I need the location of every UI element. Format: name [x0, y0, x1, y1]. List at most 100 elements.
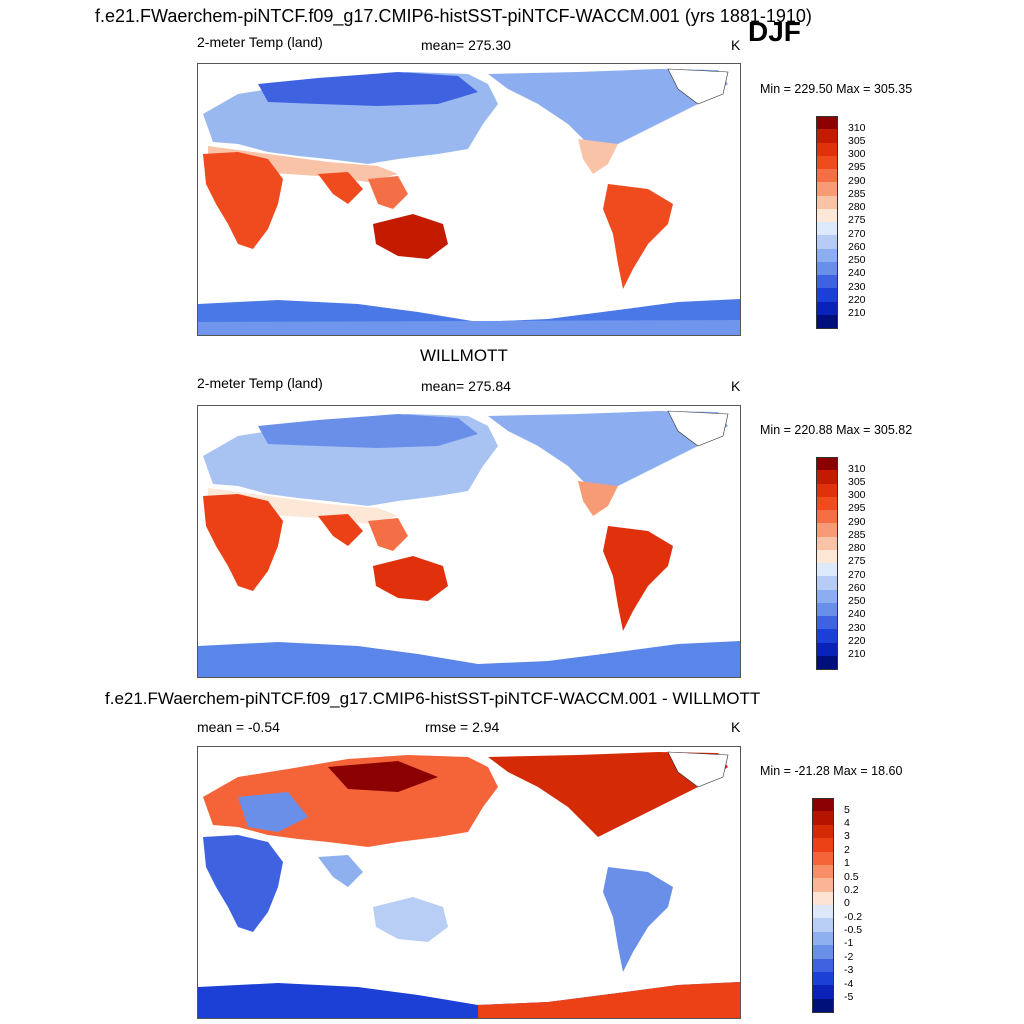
- siberia-warm: [328, 761, 438, 792]
- colorbar-tick-label: 1: [844, 857, 850, 870]
- colorbar-tick-label: 290: [848, 174, 866, 187]
- colorbar-cell: [816, 642, 838, 657]
- panel1-mean: mean= 275.30: [421, 37, 511, 53]
- colorbar-tick-label: -1: [844, 937, 854, 950]
- colorbar-tick-label: 230: [848, 621, 866, 634]
- south-america: [603, 184, 673, 289]
- colorbar-tick-label: 305: [848, 475, 866, 488]
- colorbar-tick-label: 305: [848, 134, 866, 147]
- colorbar-tick-label: -5: [844, 990, 854, 1003]
- australia: [373, 897, 448, 942]
- colorbar-cell: [816, 169, 838, 183]
- colorbar-tick-label: 240: [848, 608, 866, 621]
- eurasia-mid: [208, 488, 398, 524]
- colorbar-cell: [816, 182, 838, 196]
- panel1-colorbar: 310 305 300 295 290 285 280 275 270 260 250 240 230 2…: [816, 116, 896, 329]
- colorbar-tick-label: 220: [848, 293, 866, 306]
- colorbar-tick-label: 310: [848, 462, 866, 475]
- colorbar-cell: [816, 576, 838, 590]
- colorbar-cell: [816, 129, 838, 143]
- eurasia-mid: [208, 146, 398, 182]
- north-america-cold: [488, 69, 728, 154]
- colorbar-tick-label: 275: [848, 214, 866, 227]
- se-asia: [368, 518, 408, 551]
- colorbar-cell: [812, 864, 834, 879]
- colorbar-cell: [816, 155, 838, 170]
- colorbar-cell: [812, 958, 834, 973]
- colorbar-tick-label: 260: [848, 240, 866, 253]
- colorbar-tick-label: 285: [848, 187, 866, 200]
- colorbar-cell: [812, 798, 834, 812]
- south-america: [603, 867, 673, 972]
- panel2-variable: 2-meter Temp (land): [197, 375, 323, 391]
- colorbar-cell: [812, 931, 834, 946]
- colorbar-tick-label: 280: [848, 542, 866, 555]
- figure-title: f.e21.FWaerchem-piNTCF.f09_g17.CMIP6-his…: [95, 6, 812, 26]
- colorbar-cell: [816, 523, 838, 537]
- panel1-minmax: Min = 229.50 Max = 305.35: [760, 82, 913, 96]
- colorbar-tick-label: 210: [848, 307, 866, 320]
- antarctica-region: [198, 641, 740, 677]
- colorbar-tick-label: 220: [848, 634, 866, 647]
- colorbar-cell: [816, 116, 838, 130]
- colorbar-tick-label: 270: [848, 568, 866, 581]
- colorbar-tick-label: 300: [848, 148, 866, 161]
- colorbar-tick-label: 280: [848, 201, 866, 214]
- panel1-map-svg: [198, 68, 740, 335]
- colorbar-tick-label: 3: [844, 830, 850, 843]
- colorbar-tick-label: 275: [848, 555, 866, 568]
- colorbar-cell: [812, 985, 834, 1000]
- north-america: [488, 752, 728, 837]
- colorbar-cell: [816, 208, 838, 223]
- colorbar-tick-label: -0.5: [844, 924, 863, 937]
- africa: [203, 152, 283, 249]
- panel2-colorbar: 310 305 300 295 290 285 280 275 270 260 250 240 230 2…: [816, 457, 896, 670]
- panel3-title: f.e21.FWaerchem-piNTCF.f09_g17.CMIP6-his…: [105, 689, 761, 708]
- north-america-cold: [488, 411, 728, 496]
- antarctica-edge: [198, 320, 740, 335]
- colorbar-cell: [816, 261, 838, 276]
- colorbar-cell: [816, 457, 838, 471]
- colorbar-cell: [816, 142, 838, 157]
- colorbar-tick-label: 250: [848, 254, 866, 267]
- colorbar-cell: [816, 248, 838, 263]
- colorbar-tick-label: 260: [848, 581, 866, 594]
- panel3-minmax: Min = -21.28 Max = 18.60: [760, 764, 903, 778]
- colorbar-tick-label: 270: [848, 227, 866, 240]
- greenland: [667, 410, 729, 447]
- colorbar-cell: [812, 905, 834, 919]
- colorbar-tick-label: -2: [844, 950, 854, 963]
- colorbar-cell: [816, 536, 838, 551]
- panel1-map: [197, 63, 741, 336]
- australia: [373, 556, 448, 601]
- season-label: DJF: [748, 16, 801, 47]
- colorbar-tick-label: 250: [848, 595, 866, 608]
- colorbar-cell: [812, 945, 834, 959]
- colorbar-tick-label: 285: [848, 528, 866, 541]
- colorbar-cell: [812, 891, 834, 906]
- colorbar-cell: [816, 496, 838, 511]
- colorbar-cell: [816, 470, 838, 484]
- colorbar-tick-label: 310: [848, 121, 866, 134]
- siberia: [258, 414, 478, 448]
- colorbar-cell: [816, 483, 838, 498]
- colorbar-cell: [812, 851, 834, 866]
- australia: [373, 214, 448, 259]
- colorbar-tick-label: 0: [844, 897, 850, 910]
- panel1-variable: 2-meter Temp (land): [197, 34, 323, 50]
- colorbar-tick-label: 300: [848, 489, 866, 502]
- colorbar-cell: [816, 314, 838, 329]
- colorbar-cell: [812, 838, 834, 852]
- india: [318, 172, 363, 204]
- colorbar-cell: [816, 301, 838, 316]
- greenland: [667, 68, 729, 105]
- colorbar-tick-label: 295: [848, 161, 866, 174]
- panel1-units: K: [731, 37, 741, 53]
- se-asia: [368, 176, 408, 209]
- panel3-rmse: rmse = 2.94: [425, 719, 500, 735]
- colorbar-tick-label: -4: [844, 977, 854, 990]
- colorbar-cell: [816, 629, 838, 643]
- colorbar-cell: [812, 971, 834, 986]
- colorbar-tick-label: 0.2: [844, 883, 859, 896]
- south-america: [603, 526, 673, 631]
